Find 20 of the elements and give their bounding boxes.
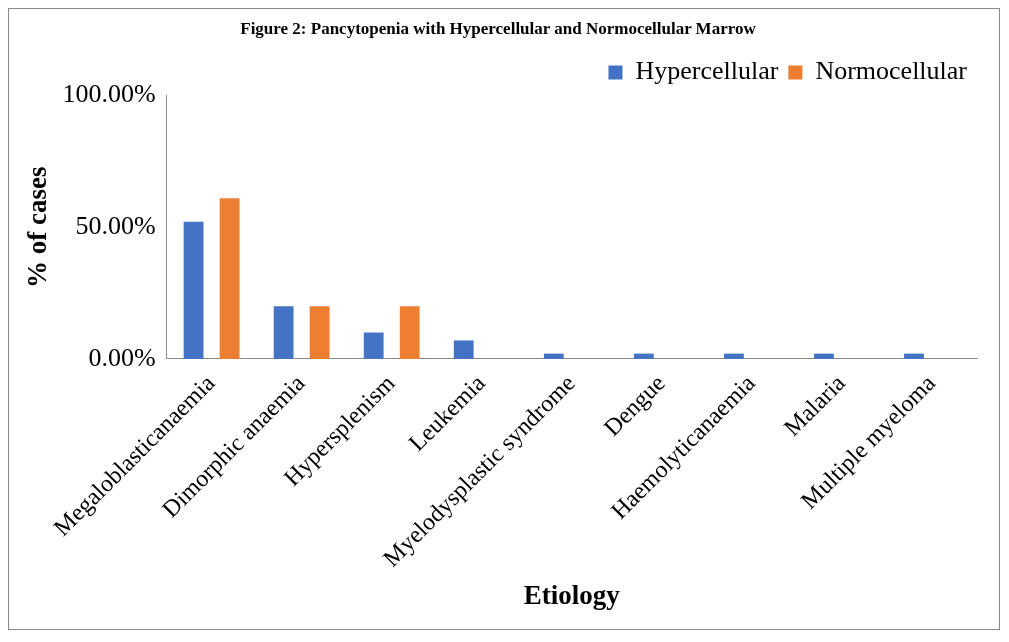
bar (814, 353, 834, 359)
bar (309, 306, 330, 359)
bar (723, 353, 744, 359)
bar (633, 353, 654, 359)
chart-title: Figure 2: Pancytopenia with Hypercellular and Normocellular Marrow (240, 18, 757, 38)
bar (543, 353, 564, 359)
legend-label: Hypercellular (635, 56, 779, 86)
x-axis-title: Etiology (523, 579, 621, 610)
y-tick-label: 0.00% (88, 342, 156, 372)
bar (399, 306, 420, 359)
y-axis-title: % of cases (22, 166, 53, 288)
bar (219, 198, 240, 359)
y-tick-label: 100.00% (62, 79, 156, 109)
bar (453, 340, 474, 359)
bar (273, 306, 294, 359)
bar (183, 221, 204, 359)
legend-label: Normocellular (815, 56, 968, 86)
bar (904, 353, 924, 359)
y-tick-label: 50.00% (75, 210, 156, 240)
bar (363, 332, 384, 359)
